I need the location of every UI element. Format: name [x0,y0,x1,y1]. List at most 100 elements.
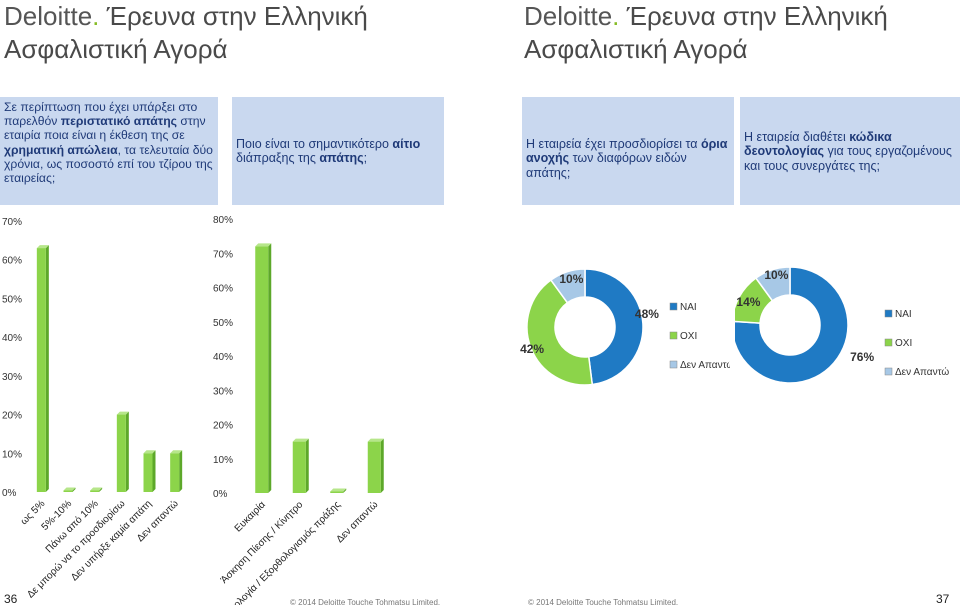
bar-top [143,450,156,454]
question-text: Η εταιρεία έχει προσδιορίσει τα όρια ανο… [526,137,730,180]
y-tick-label: 60% [2,256,22,267]
donut-slice [526,279,594,386]
bar-side [343,488,347,493]
question-part: Η εταιρεία έχει προσδιορίσει τα [526,137,701,151]
y-tick-label: 20% [213,421,233,432]
y-tick-label: 10% [213,455,233,466]
question-text: Η εταιρεία διαθέτει κώδικα δεοντολογίας … [744,130,956,173]
question-part: για τους εργαζομένους και τους συνεργάτε… [744,144,952,173]
slice-label: 10% [559,272,583,286]
brand-name: Deloitte [524,1,613,31]
bar-front [292,441,306,493]
brand-dot: . [92,1,100,31]
question-part: διάπραξης της [236,151,320,166]
legend-label: Δεν Απαντώ [895,366,949,378]
donut-slice [584,268,644,386]
tolerance-donut-chart: 48% 42% 10% ΝΑΙ ΟΧΙ Δεν Απαντώ [520,268,730,386]
question-box-cause: Ποιο είναι το σημαντικότερο αίτιο διάπρα… [232,97,444,205]
copyright-left: © 2014 Deloitte Touche Tohmatsu Limited. [290,598,441,607]
legend-label: ΝΑΙ [895,309,912,320]
donut-slice [754,266,791,302]
bar [90,487,103,492]
bar [36,245,49,492]
bar-top [367,438,384,442]
bar-top [170,450,183,454]
legend-label: Δεν Απαντώ [680,359,730,371]
legend-label: ΟΧΙ [895,338,912,349]
bar [367,438,384,493]
y-tick-label: 0% [2,488,17,499]
y-tick-label: 50% [2,294,22,305]
y-tick-label: 30% [2,372,22,383]
question-text: Σε περίπτωση που έχει υπάρξει στο παρελθ… [4,100,214,185]
bar [330,488,347,493]
question-part: στην εταιρία ποια είναι η έκθεση της σε [4,114,206,143]
bar [255,243,272,493]
legend-swatch [669,331,678,340]
brand-dot: . [612,1,620,31]
bar-front [143,453,153,492]
bar-side [268,243,272,493]
question-highlight: κώδικα δεοντολογίας [744,130,892,159]
bar [170,450,183,492]
bar-front [116,414,126,492]
y-tick-label: 50% [213,318,233,329]
y-tick-label: 70% [213,249,233,260]
bar-side [152,450,156,492]
legend-swatch [669,360,678,369]
y-tick-label: 40% [213,352,233,363]
copyright-right: © 2014 Deloitte Touche Tohmatsu Limited. [528,598,679,607]
question-part: Η εταιρεία διαθέτει [744,130,850,144]
page-number-left: 36 [4,592,18,606]
bar [63,487,76,492]
question-box-code-of-conduct: Η εταιρεία διαθέτει κώδικα δεοντολογίας … [740,97,960,205]
slice-label: 48% [635,307,659,321]
slice-label: 76% [850,350,874,364]
bar-front [170,453,180,492]
bar-side [179,450,183,492]
y-tick-label: 40% [2,333,22,344]
title-line-1: Έρευνα στην Ελληνική [619,1,888,31]
question-box-tolerance: Η εταιρεία έχει προσδιορίσει τα όρια ανο… [522,97,734,205]
slice-label: 14% [736,295,760,309]
bar-side [72,487,76,492]
bar-side [125,411,129,492]
y-tick-label: 20% [2,411,22,422]
bar-front [90,490,100,492]
legend-swatch [884,338,893,347]
bar-front [255,246,269,493]
title-line-2: Ασφαλιστική Αγορά [4,34,228,64]
slice-label: 42% [520,342,544,356]
question-part: Σε περίπτωση που έχει υπάρξει στο παρελθ… [4,100,198,129]
title-line-1: Έρευνα στην Ελληνική [99,1,368,31]
page-number-right: 37 [936,592,950,606]
bar [143,450,156,492]
y-tick-label: 10% [2,449,22,460]
donut-slice [735,266,849,384]
bar [292,438,309,493]
legend-label: ΟΧΙ [680,331,697,342]
legend-swatch [884,309,893,318]
bar-front [36,248,46,492]
legend-swatch [669,302,678,311]
question-highlight: χρηματική απώλεια [4,142,118,157]
y-tick-label: 0% [213,489,228,500]
bar-side [380,438,384,493]
left-slide-title: Deloitte. Έρευνα στην Ελληνική Ασφαλιστι… [4,0,368,66]
loss-bar-chart: 0%10%20%30%40%50%60%70%ως 5%5%-10%Πάνω α… [2,217,183,601]
question-highlight: απάτης [319,151,364,166]
bar-top [63,487,76,491]
bar-top [292,438,309,442]
bar-side [45,245,49,492]
code-donut-chart: 76% 14% 10% ΝΑΙ ΟΧΙ Δεν Απαντώ [735,266,949,384]
question-highlight: όρια ανοχής [526,137,728,166]
bar-front [367,441,381,493]
bar-side [99,487,103,492]
question-part: Ποιο είναι το σημαντικότερο [236,137,393,151]
y-tick-label: 60% [213,284,233,295]
question-part: ; [363,151,368,166]
question-part: , τα τελευταία δύο χρόνια, ως ποσοστό επ… [4,142,213,186]
bar-top [90,487,103,491]
bar-side [305,438,309,493]
legend-swatch [884,367,893,376]
